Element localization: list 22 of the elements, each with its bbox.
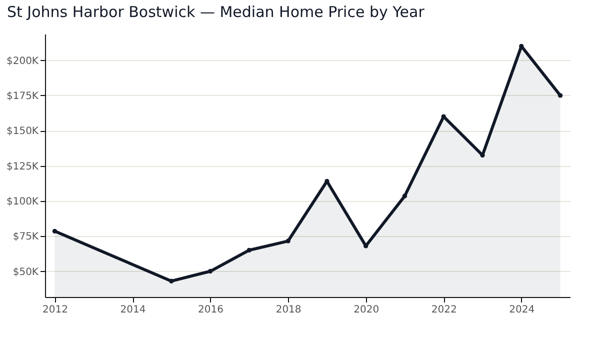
x-tick-label: 2012 xyxy=(42,304,68,316)
x-tick-label: 2018 xyxy=(276,304,302,316)
x-tick-label: 2014 xyxy=(120,304,146,316)
y-tick-label: $50K xyxy=(12,266,39,278)
y-tick-label: $150K xyxy=(6,126,39,138)
x-tick-label: 2016 xyxy=(198,304,224,316)
x-tick-label: 2024 xyxy=(509,304,535,316)
point xyxy=(286,238,290,244)
point xyxy=(169,278,174,284)
chart-title: St Johns Harbor Bostwick — Median Home Price by Year xyxy=(7,3,426,21)
point xyxy=(52,228,58,234)
y-tick-label: $100K xyxy=(6,196,39,208)
y-tick-label: $125K xyxy=(6,161,39,172)
x-tick-label: 2022 xyxy=(431,304,457,316)
y-tick-label: $75K xyxy=(12,232,39,243)
point xyxy=(246,248,252,253)
point xyxy=(402,194,408,198)
y-tick-label: $175K xyxy=(6,90,39,102)
y-tick-label: $200K xyxy=(6,56,39,67)
point xyxy=(558,93,563,98)
x-tick-label: 2020 xyxy=(354,304,380,316)
point xyxy=(208,268,213,274)
